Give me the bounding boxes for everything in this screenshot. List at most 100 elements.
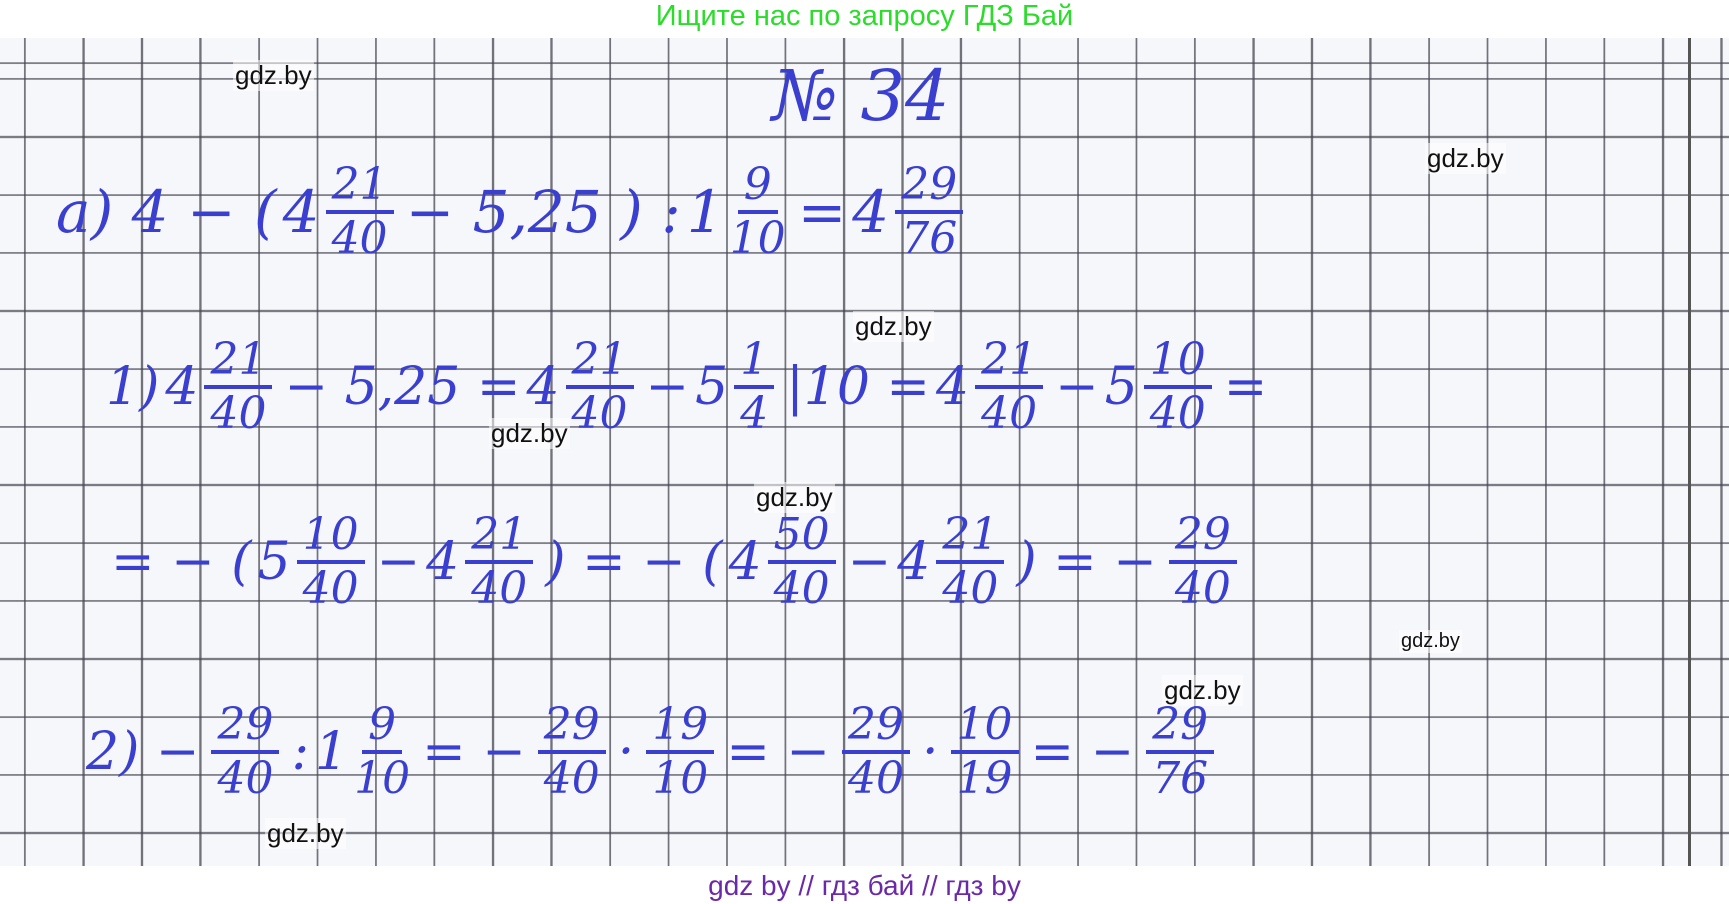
numerator: 29 [895,160,964,214]
line-a: а) 4 − (4 21 40− 5,25 ) :1 9 10 = 4 29 76 [50,160,969,264]
numerator: 21 [465,510,534,564]
math-text: − 5,25 = [284,357,521,417]
numerator: 9 [737,160,778,214]
fraction: 21 40 [465,510,534,614]
numerator: 29 [841,700,910,754]
denominator: 40 [773,563,830,614]
denominator: 40 [942,563,999,614]
denominator: 4 [740,388,769,439]
denominator: 40 [217,753,274,804]
denominator: 10 [729,213,786,264]
watermark: gdz.by [853,311,934,342]
numerator: 29 [1168,510,1237,564]
math-text: · [617,722,635,782]
math-text: : [291,722,310,782]
denominator: 40 [1174,563,1231,614]
watermark: gdz.by [233,60,314,91]
whole-part: 4 [936,357,970,417]
denominator: 40 [847,753,904,804]
mixed-number: 29 40 [205,700,285,804]
denominator: 40 [981,388,1038,439]
fraction: 29 76 [1146,700,1215,804]
denominator: 19 [956,753,1013,804]
fraction: 21 40 [975,335,1044,439]
fraction: 29 40 [211,700,280,804]
watermark: gdz.by [1425,143,1506,174]
fraction: 21 40 [565,335,634,439]
whole-part: 1 [686,178,724,246]
numerator: 10 [1143,335,1212,389]
mixed-number: 4 21 40 [426,510,539,614]
mixed-number: 29 76 [1140,700,1220,804]
mixed-number: 10 19 [945,700,1025,804]
denominator: 40 [543,753,600,804]
math-text: |10 = [786,357,931,417]
fraction: 29 40 [1168,510,1237,614]
graph-paper [0,38,1729,866]
fraction: 9 10 [730,160,786,264]
mixed-number: 29 40 [532,700,612,804]
watermark: gdz.by [1399,630,1462,653]
denominator: 10 [652,753,709,804]
line-2: 2) −29 40:1 9 10 = −29 40 · 19 10 = −29 40 · 10 19 = −… [80,700,1220,804]
mixed-number: 5 10 40 [258,510,371,614]
math-text: ) = − [1016,532,1157,592]
denominator: 76 [901,213,958,264]
math-text: = − [422,722,526,782]
denominator: 40 [331,213,388,264]
fraction: 29 40 [537,700,606,804]
denominator: 76 [1152,753,1209,804]
math-text: · [921,722,939,782]
mixed-number: 4 21 40 [526,335,639,439]
line-1: 1) 4 21 40− 5,25 = 4 21 40−5 1 4 |10 = 4 21 40−5 10 40… [100,335,1273,439]
line-1-cont: = − (5 10 40−4 21 40) = − (4 50 40−4 21 40) = −2… [105,510,1243,614]
numerator: 29 [211,700,280,754]
whole-part: 4 [852,178,890,246]
math-text: = [797,178,847,246]
mixed-number: 4 50 40 [729,510,842,614]
fraction: 10 40 [296,510,365,614]
watermark: gdz.by [1162,675,1243,706]
math-text: = − [1030,722,1135,782]
whole-part: 5 [1104,357,1138,417]
mixed-number: 29 40 [836,700,916,804]
numerator: 29 [1146,700,1215,754]
whole-part: 4 [282,178,320,246]
whole-part: 5 [695,357,729,417]
denominator: 40 [210,388,267,439]
mixed-number: 4 29 76 [852,160,969,264]
fraction: 9 10 [354,700,410,804]
math-text: − [376,532,421,592]
denominator: 10 [354,753,411,804]
math-text: − [847,532,892,592]
denominator: 40 [1149,388,1206,439]
whole-part: 1 [315,722,349,782]
numerator: 1 [734,335,775,389]
fraction: 10 40 [1143,335,1212,439]
fraction: 21 40 [325,160,394,264]
footer-links: gdz by // гдз бай // гдз by [708,870,1021,901]
mixed-number: 4 21 40 [283,160,400,264]
numerator: 21 [565,335,634,389]
fraction: 50 40 [767,510,836,614]
search-hint-banner: Ищите нас по запросу ГДЗ Бай [655,0,1074,32]
numerator: 9 [362,700,403,754]
whole-part: 5 [257,532,291,592]
fraction: 19 10 [646,700,715,804]
fraction: 10 19 [950,700,1019,804]
numerator: 10 [296,510,365,564]
mixed-number: 5 10 40 [1105,335,1218,439]
watermark: gdz.by [489,418,570,449]
numerator: 21 [936,510,1005,564]
numerator: 21 [975,335,1044,389]
denominator: 40 [571,388,628,439]
numerator: 21 [204,335,273,389]
math-text: 1) [106,357,160,417]
math-text: − [645,357,690,417]
denominator: 40 [302,563,359,614]
numerator: 19 [646,700,715,754]
